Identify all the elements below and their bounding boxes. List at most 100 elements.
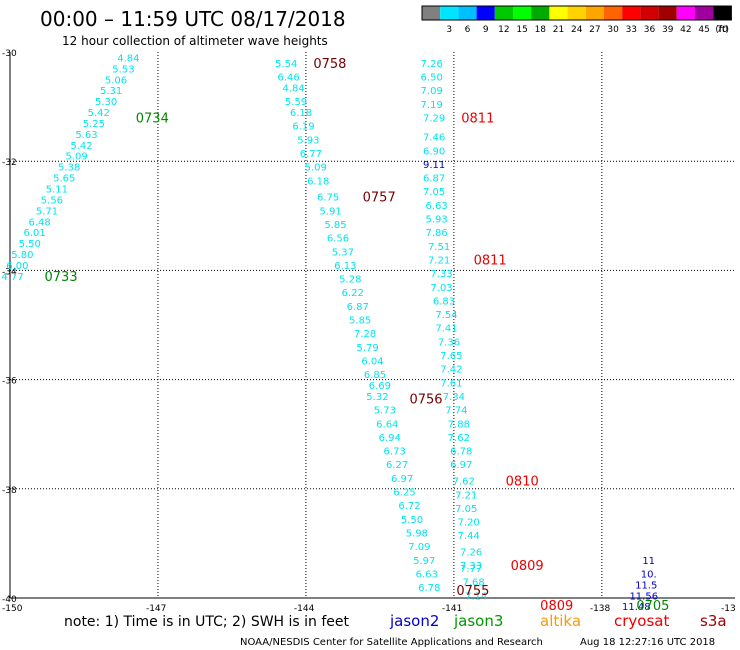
time-stamp-label: 0734: [136, 112, 169, 127]
wave-height-label: 7.29: [423, 114, 445, 125]
legend-swatch: [640, 6, 659, 20]
wave-height-label: 5.80: [11, 250, 33, 261]
lat-tick-label: -30: [2, 49, 17, 59]
legend-swatch: [440, 6, 459, 20]
time-stamp-label: 0810: [506, 475, 539, 490]
wave-height-label: 6.64: [376, 419, 398, 430]
wave-height-label: 5.59: [285, 97, 307, 108]
legend-swatch: [695, 6, 714, 20]
legend-swatch: [549, 6, 568, 20]
wave-height-label: 5.98: [406, 528, 428, 539]
wave-height-label: 6.63: [425, 201, 447, 212]
wave-height-label: 7.20: [458, 518, 480, 529]
wave-height-label: 7.62: [448, 433, 470, 444]
satellite-name: cryosat: [614, 612, 669, 630]
time-stamp-label: 0758: [313, 57, 346, 72]
wave-height-label: 6.72: [398, 501, 420, 512]
wave-height-label: 6.85: [364, 370, 386, 381]
wave-height-label: 5.97: [413, 556, 435, 567]
legend-frame: [421, 5, 732, 21]
legend-swatch: [585, 6, 604, 20]
wave-height-label: 7.26: [460, 548, 482, 559]
wave-height-label: 7.05: [423, 187, 445, 198]
wave-height-label: 6.87: [347, 302, 369, 313]
wave-height-label: 5.42: [88, 108, 110, 119]
wave-height-label: 5.50: [19, 239, 41, 250]
satellite-name: s3a: [700, 612, 727, 630]
wave-height-label: 6.78: [418, 583, 440, 594]
time-stamp-label: 0757: [363, 191, 396, 206]
wave-height-label: 7.19: [421, 100, 443, 111]
wave-height-label: 7.86: [425, 228, 447, 239]
wave-height-label: 6.87: [423, 174, 445, 185]
wave-height-label: 7.51: [428, 242, 450, 253]
legend-label: 36: [644, 25, 656, 35]
wave-height-label: 6.00: [6, 261, 28, 272]
wave-height-label: 7.77: [460, 564, 482, 575]
legend-label: 33: [626, 25, 637, 35]
legend-label: 70: [717, 25, 729, 35]
wave-height-label: 6.50: [421, 73, 443, 84]
wave-height-label: 6.13: [334, 261, 356, 272]
time-stamp-label: 0705: [636, 599, 669, 614]
wave-height-label: 9.11: [423, 160, 445, 171]
footer-note: note: 1) Time is in UTC; 2) SWH is in fe…: [64, 614, 350, 630]
wave-height-label: 6.83: [433, 296, 455, 307]
time-stamp-label: 0811: [474, 253, 507, 268]
wave-height-label: 5.11: [46, 185, 68, 196]
wave-height-label: 11.48: [622, 602, 651, 613]
time-stamp-label: 0809: [540, 599, 573, 614]
wave-height-label: 5.30: [95, 97, 117, 108]
wave-height-label: 5.37: [332, 247, 354, 258]
wave-height-label: 5.06: [105, 75, 127, 86]
wave-height-label: 6.73: [384, 447, 406, 458]
wave-height-label: 7.33: [430, 269, 452, 280]
lon-tick-label: -141: [442, 604, 462, 614]
wave-height-label: 6.97: [391, 474, 413, 485]
page-subtitle: 12 hour collection of altimeter wave hei…: [62, 34, 328, 48]
wave-height-label: 6.18: [290, 108, 312, 119]
lat-tick-label: -40: [2, 595, 17, 605]
wave-height-label: 7.09: [421, 86, 443, 97]
wave-height-label: 7.88: [448, 419, 470, 430]
wave-height-label: 7.46: [423, 133, 445, 144]
wave-height-label: 5.31: [100, 86, 122, 97]
wave-height-label: 7.74: [445, 406, 467, 417]
wave-height-label: 6.19: [292, 122, 314, 133]
legend-label: 27: [589, 25, 600, 35]
wave-height-label: 7.26: [421, 59, 443, 70]
time-stamp-label: 0755: [456, 584, 489, 599]
wave-height-label: 7.05: [455, 504, 477, 515]
wave-height-label: 5.28: [339, 275, 361, 286]
time-stamp-label: 0811: [461, 112, 494, 127]
wave-height-label: 6.78: [450, 447, 472, 458]
legend-swatch: [476, 6, 495, 20]
wave-height-label: 10.: [641, 569, 657, 580]
wave-height-label: 5.42: [70, 141, 92, 152]
legend-label: 12: [498, 25, 509, 35]
wave-height-label: 7.21: [455, 490, 477, 501]
legend-label: 21: [553, 25, 564, 35]
footer-credit: NOAA/NESDIS Center for Satellite Applica…: [240, 637, 543, 648]
wave-height-label: 4.84: [282, 83, 304, 94]
wave-height-label: 7.44: [458, 531, 480, 542]
legend-label: 30: [607, 25, 619, 35]
wave-height-label: 6.27: [386, 460, 408, 471]
lon-tick-label: -13: [721, 604, 736, 614]
legend-swatch: [422, 6, 441, 20]
lon-tick-label: -147: [146, 604, 166, 614]
wave-height-label: 6.25: [393, 488, 415, 499]
wave-height-label: 7.21: [428, 255, 450, 266]
wave-height-label: 7.34: [443, 392, 465, 403]
wave-height-label: 5.73: [374, 406, 396, 417]
wave-height-label: 5.54: [275, 59, 297, 70]
wave-height-label: 7.68: [462, 578, 484, 589]
wave-height-label: 5.71: [36, 206, 58, 217]
wave-height-label: 6.97: [450, 460, 472, 471]
wave-height-label: 7.61: [440, 378, 462, 389]
wave-height-label: 4.84: [117, 53, 139, 64]
wave-height-label: 5.50: [401, 515, 423, 526]
lat-tick-label: -36: [2, 377, 17, 387]
lat-tick-label: -34: [2, 267, 17, 277]
